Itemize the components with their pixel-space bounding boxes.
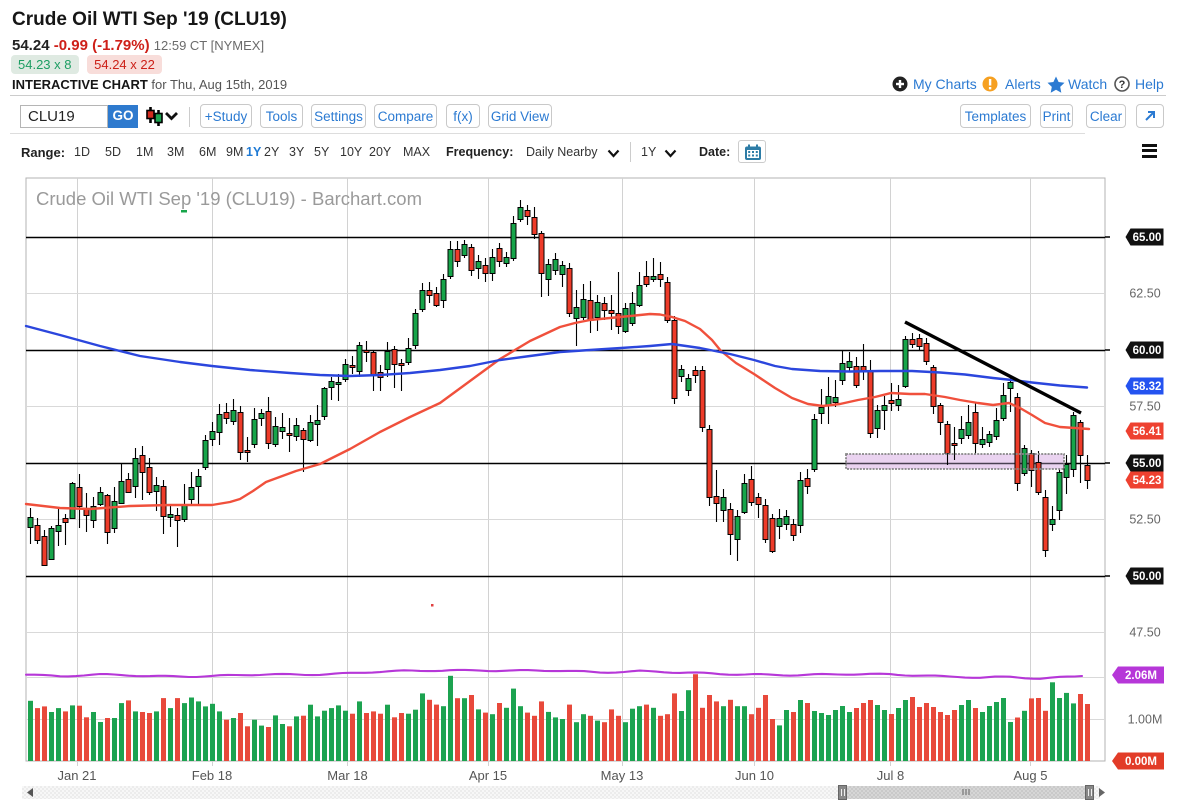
svg-text:56.41: 56.41 (1133, 426, 1162, 438)
svg-text:47.50: 47.50 (1129, 626, 1160, 640)
svg-text:65.00: 65.00 (1133, 232, 1162, 244)
svg-text:52.50: 52.50 (1129, 513, 1160, 527)
svg-text:62.50: 62.50 (1129, 287, 1160, 301)
svg-text:May 13: May 13 (601, 768, 644, 783)
svg-text:0.00M: 0.00M (1125, 756, 1157, 768)
svg-text:2.06M: 2.06M (1125, 670, 1157, 682)
svg-text:55.00: 55.00 (1133, 458, 1162, 470)
svg-text:50.00: 50.00 (1133, 571, 1162, 583)
svg-text:Aug 5: Aug 5 (1014, 768, 1048, 783)
svg-text:Feb 18: Feb 18 (192, 768, 232, 783)
svg-text:60.00: 60.00 (1133, 345, 1162, 357)
svg-text:1.00M: 1.00M (1128, 713, 1163, 727)
svg-text:?: ? (1119, 79, 1126, 91)
svg-text:57.50: 57.50 (1129, 400, 1160, 414)
svg-text:Jun 10: Jun 10 (735, 768, 774, 783)
svg-text:Crude Oil WTI Sep '19 (CLU19): Crude Oil WTI Sep '19 (CLU19) - Barchart… (36, 188, 422, 209)
svg-text:58.32: 58.32 (1133, 381, 1162, 393)
svg-text:Apr 15: Apr 15 (469, 768, 507, 783)
svg-text:Mar 18: Mar 18 (327, 768, 367, 783)
svg-text:Jan 21: Jan 21 (57, 768, 96, 783)
svg-text:Jul 8: Jul 8 (877, 768, 904, 783)
svg-text:54.23: 54.23 (1133, 475, 1162, 487)
